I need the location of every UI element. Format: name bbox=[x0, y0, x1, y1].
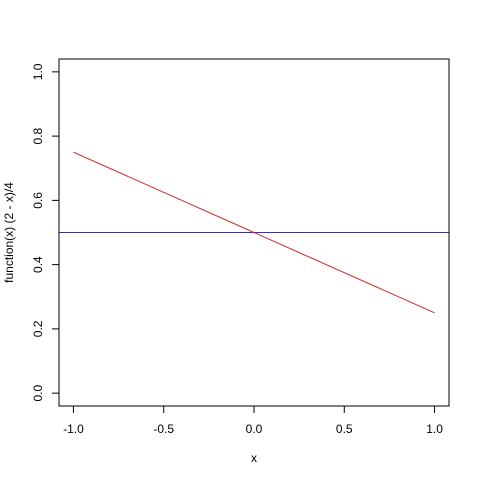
x-tick-label: 1.0 bbox=[426, 422, 443, 436]
y-axis: 0.0 0.2 0.4 0.6 0.8 1.0 bbox=[31, 63, 60, 401]
x-tick-label: -0.5 bbox=[153, 422, 174, 436]
x-tick-label: 0.5 bbox=[336, 422, 353, 436]
y-axis-title: function(x) (2 - x)/4 bbox=[2, 182, 16, 283]
y-tick-label: 0.2 bbox=[31, 320, 45, 337]
x-axis: -1.0 -0.5 0.0 0.5 1.0 bbox=[63, 405, 443, 436]
x-tick-label: 0.0 bbox=[246, 422, 263, 436]
plot-content bbox=[59, 151, 449, 314]
y-tick-label: 0.6 bbox=[31, 192, 45, 209]
x-tick-label: -1.0 bbox=[63, 422, 84, 436]
x-axis-title: x bbox=[251, 451, 257, 465]
y-tick-label: 1.0 bbox=[31, 63, 45, 80]
series-line-0 bbox=[73, 151, 435, 314]
y-tick-label: 0.0 bbox=[31, 384, 45, 401]
y-tick-label: 0.4 bbox=[31, 256, 45, 273]
y-tick-label: 0.8 bbox=[31, 127, 45, 144]
